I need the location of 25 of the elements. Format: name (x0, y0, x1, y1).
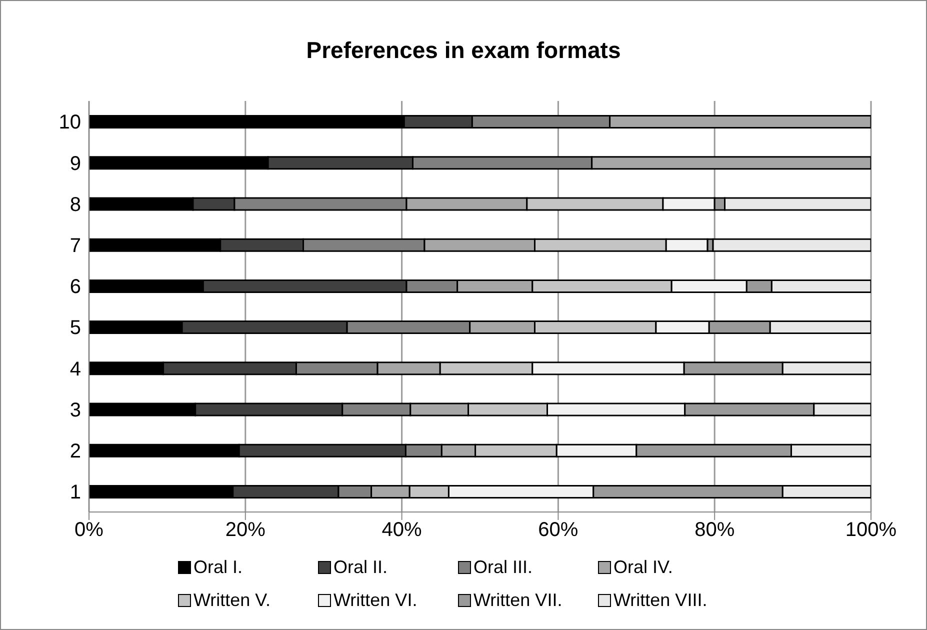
y-tick-label: 5 (70, 317, 81, 340)
x-tick-label: 100% (845, 519, 897, 542)
x-tick-label: 40% (382, 519, 422, 542)
x-tick-label: 60% (538, 519, 578, 542)
y-tick-label: 2 (70, 440, 81, 462)
y-tick-label: 7 (70, 234, 81, 257)
legend-label: Written VI. (334, 590, 418, 611)
legend-label: Oral IV. (614, 557, 673, 578)
x-tick-label: 80% (694, 519, 735, 542)
legend-label: Written V. (194, 590, 271, 611)
legend-label: Written VIII. (614, 590, 708, 611)
x-tick-label: 0% (74, 519, 104, 542)
y-tick-label: 8 (70, 194, 81, 216)
chart-title: Preferences in exam formats (305, 37, 622, 64)
legend-label: Oral III. (474, 557, 533, 578)
x-tick-label: 20% (225, 519, 266, 542)
y-tick-label: 9 (70, 152, 81, 175)
legend-label: Oral II. (334, 557, 388, 578)
legend-label: Written VII. (474, 590, 562, 611)
y-tick-label: 4 (70, 358, 81, 380)
y-tick-label: 1 (70, 482, 81, 504)
y-tick-label: 6 (70, 276, 81, 298)
y-tick-label: 10 (58, 112, 81, 134)
y-tick-label: 3 (70, 399, 81, 422)
legend-label: Oral I. (194, 557, 243, 578)
